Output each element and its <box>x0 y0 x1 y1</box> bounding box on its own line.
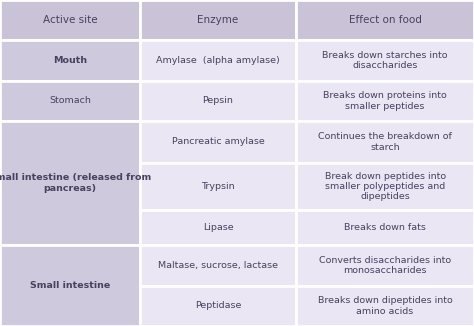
Text: Lipase: Lipase <box>203 223 233 232</box>
Bar <box>296 0 474 40</box>
Text: Maltase, sucrose, lactase: Maltase, sucrose, lactase <box>158 261 278 270</box>
Bar <box>140 0 296 40</box>
Text: Amylase  (alpha amylase): Amylase (alpha amylase) <box>156 56 280 65</box>
Bar <box>296 40 474 81</box>
Bar <box>140 40 296 81</box>
Text: Peptidase: Peptidase <box>195 301 241 310</box>
Bar <box>140 286 296 326</box>
Bar <box>296 210 474 245</box>
Text: Small intestine: Small intestine <box>30 281 110 290</box>
Bar <box>0 245 140 326</box>
Bar <box>140 210 296 245</box>
Bar <box>296 245 474 286</box>
Text: Breaks down starches into
disaccharides: Breaks down starches into disaccharides <box>322 51 448 70</box>
Text: Small intestine (released from
pancreas): Small intestine (released from pancreas) <box>0 173 151 193</box>
Bar <box>296 121 474 163</box>
Text: Enzyme: Enzyme <box>197 15 239 25</box>
Text: Stomach: Stomach <box>49 96 91 105</box>
Text: Pepsin: Pepsin <box>202 96 234 105</box>
Bar <box>0 40 140 81</box>
Bar <box>140 121 296 163</box>
Bar <box>0 121 140 245</box>
Text: Mouth: Mouth <box>53 56 87 65</box>
Text: Breaks down proteins into
smaller peptides: Breaks down proteins into smaller peptid… <box>323 91 447 111</box>
Text: Active site: Active site <box>43 15 97 25</box>
Bar <box>296 163 474 210</box>
Bar <box>0 81 140 121</box>
Text: Pancreatic amylase: Pancreatic amylase <box>172 138 264 146</box>
Text: Effect on food: Effect on food <box>349 15 421 25</box>
Text: Breaks down fats: Breaks down fats <box>344 223 426 232</box>
Text: Trypsin: Trypsin <box>201 182 235 191</box>
Text: Break down peptides into
smaller polypeptides and
dipeptides: Break down peptides into smaller polypep… <box>325 172 446 201</box>
Text: Continues the breakdown of
starch: Continues the breakdown of starch <box>318 132 452 152</box>
Text: Breaks down dipeptides into
amino acids: Breaks down dipeptides into amino acids <box>318 296 453 316</box>
Bar <box>296 286 474 326</box>
Bar <box>140 81 296 121</box>
Bar <box>140 245 296 286</box>
Text: Converts disaccharides into
monosaccharides: Converts disaccharides into monosacchari… <box>319 256 451 275</box>
Bar <box>0 0 140 40</box>
Bar <box>296 81 474 121</box>
Bar <box>140 163 296 210</box>
